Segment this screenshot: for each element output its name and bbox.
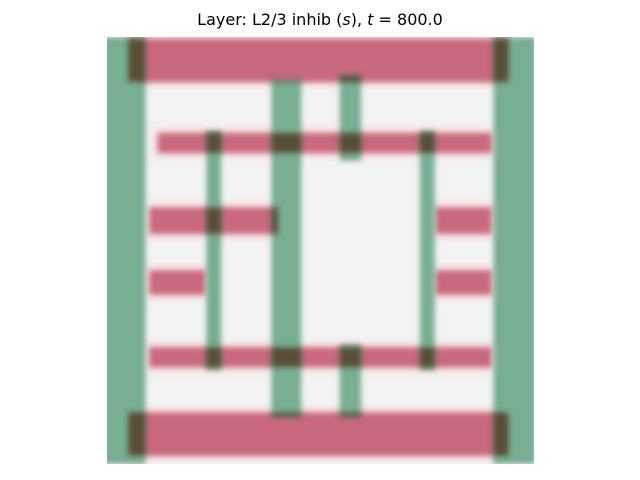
heatmap-plot	[107, 37, 534, 464]
title-prefix: Layer: L2/3 inhib (	[197, 10, 343, 29]
band-overlap-0	[128, 39, 146, 82]
band-overlap-5	[271, 133, 302, 153]
band-overlap-1	[493, 39, 509, 82]
band-overlap-3	[339, 75, 362, 82]
vertical-band-0	[107, 37, 146, 464]
overlap-layer	[128, 39, 509, 456]
vertical-band-1	[493, 37, 534, 464]
title-middle: ),	[350, 10, 368, 29]
title-variable: s	[342, 10, 351, 29]
band-overlap-9	[271, 207, 278, 234]
horizontal-band-6	[149, 347, 492, 367]
horizontal-band-0	[128, 39, 509, 82]
band-overlap-15	[493, 412, 509, 456]
title-time-symbol: t	[367, 10, 374, 29]
horizontal-band-4	[149, 270, 206, 295]
band-overlap-11	[271, 347, 302, 367]
band-overlap-7	[419, 133, 435, 153]
horizontal-band-5	[435, 270, 492, 295]
band-overlap-12	[339, 347, 362, 367]
band-overlap-16	[271, 412, 302, 418]
horizontal-band-1	[158, 133, 492, 153]
band-overlap-17	[339, 412, 362, 418]
vertical-band-layer	[107, 37, 534, 464]
vertical-band-6	[419, 130, 435, 371]
heatmap-background	[107, 37, 534, 464]
band-overlap-6	[339, 133, 362, 153]
chart-title: Layer: L2/3 inhib (s), t = 800.0	[0, 10, 640, 29]
horizontal-band-3	[435, 207, 492, 234]
title-equals: =	[373, 10, 398, 29]
band-overlap-4	[206, 133, 222, 153]
title-time-value: 800.0	[397, 10, 443, 29]
band-overlap-13	[419, 347, 435, 367]
band-overlap-2	[271, 79, 302, 82]
band-overlap-8	[206, 207, 222, 234]
band-overlap-10	[206, 347, 222, 367]
band-overlap-14	[128, 412, 146, 456]
vertical-band-2	[206, 130, 222, 371]
horizontal-band-7	[128, 412, 509, 456]
